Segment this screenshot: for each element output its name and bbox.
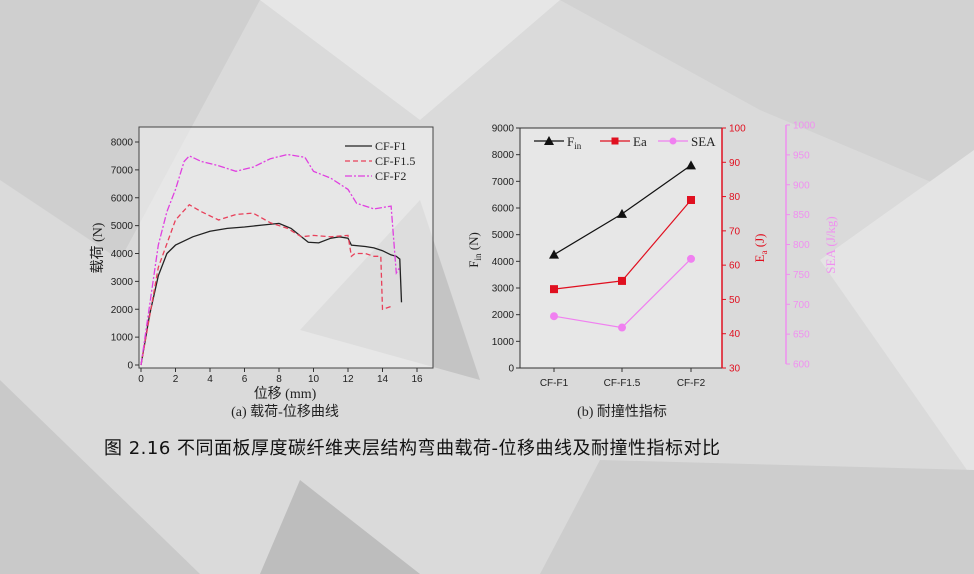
y-tick-label: 7000 (111, 165, 134, 176)
y-tick-label: 1000 (111, 333, 134, 344)
legend-label: Fin (567, 134, 582, 151)
series-line-cf-f2 (140, 153, 401, 366)
y-axis-label-fin: Fin (N) (466, 232, 483, 268)
legend-marker (544, 136, 554, 145)
legend-label: Ea (633, 134, 647, 149)
data-point-ea (618, 276, 626, 285)
y-tick-label: 850 (793, 210, 810, 221)
figure-caption: 图 2.16 不同面板厚度碳纤维夹层结构弯曲载荷-位移曲线及耐撞性指标对比 (104, 438, 721, 459)
y-tick-label: 4000 (111, 249, 134, 260)
x-tick-label: 6 (242, 374, 248, 385)
legend-marker (669, 137, 677, 145)
y-tick-label: 3000 (111, 277, 134, 288)
y-tick-label: 70 (729, 226, 741, 237)
y-tick-label: 1000 (492, 337, 515, 348)
axis-label-main: F (466, 261, 481, 268)
y-tick-label: 9000 (492, 124, 515, 135)
y-tick-label: 30 (729, 364, 741, 375)
x-tick-label: CF-F1.5 (604, 378, 641, 389)
legend-label-main: F (567, 134, 574, 149)
y-tick-label: 7000 (492, 177, 515, 188)
data-point-ea (687, 196, 695, 204)
y-axis-label: 载荷 (N) (90, 222, 106, 273)
series-line-cf-f1 (140, 222, 403, 366)
x-tick-label: 2 (173, 374, 179, 385)
axis-label-main: E (752, 254, 767, 262)
y-tick-label: 100 (729, 124, 746, 135)
axis-label-sub: a (759, 251, 769, 255)
y-axis-label-ea: Ea (J) (752, 234, 769, 263)
crashworthiness-chart: CF-F1 CF-F1.5 CF-F2 0 1000 2000 3000 4000 5000 60… (466, 121, 838, 421)
y-tick-label: 5000 (111, 221, 134, 232)
subtitle: (b) 耐撞性指标 (577, 404, 667, 420)
axis-label-sub: in (473, 253, 483, 261)
series-line-cf-f1.5 (140, 203, 392, 366)
y-tick-label: 700 (793, 300, 810, 311)
x-tick-label: 14 (377, 374, 389, 385)
y-tick-label: 40 (729, 329, 741, 340)
data-point-fin (617, 208, 627, 218)
data-point-sea (618, 323, 626, 332)
x-tick-label: 8 (276, 374, 282, 385)
x-tick-label: CF-F1 (540, 378, 569, 389)
data-point-ea (550, 285, 558, 294)
x-axis-label: 位移 (mm) (254, 386, 317, 402)
y-tick-label: 0 (508, 364, 514, 375)
y-axis-label-sea: SEA (J/kg) (823, 216, 838, 273)
y-tick-label: 1000 (793, 121, 816, 132)
data-point-fin (686, 160, 696, 170)
y-tick-label: 50 (729, 295, 741, 306)
y-tick-label: 750 (793, 270, 810, 281)
y-tick-label: 950 (793, 150, 810, 161)
x-tick-label: 4 (207, 374, 213, 385)
load-displacement-chart: 0 2 4 6 8 10 12 14 16 0 1000 2000 3000 4000 5000 6000 70… (90, 126, 434, 420)
legend-label: SEA (691, 134, 716, 149)
legend-label: CF-F2 (375, 169, 406, 183)
y-tick-label: 90 (729, 158, 741, 169)
subtitle: (a) 载荷-位移曲线 (231, 404, 339, 420)
y-tick-label: 8000 (492, 150, 515, 161)
axis-label-unit: (N) (466, 232, 481, 253)
legend-label: CF-F1 (375, 139, 406, 153)
y-tick-label: 8000 (111, 138, 134, 149)
y-tick-label: 6000 (492, 204, 515, 215)
data-point-sea (550, 312, 558, 321)
y-tick-label: 5000 (492, 230, 515, 241)
legend-label-sub: in (574, 141, 582, 151)
legend-label: CF-F1.5 (375, 154, 415, 168)
axis-label-unit: (J) (752, 234, 767, 251)
y-tick-label: 60 (729, 261, 741, 272)
x-tick-label: 16 (411, 374, 423, 385)
x-tick-label: CF-F2 (677, 378, 706, 389)
y-tick-label: 3000 (492, 284, 515, 295)
y-tick-label: 4000 (492, 257, 515, 268)
y-tick-label: 650 (793, 330, 810, 341)
x-tick-label: 0 (138, 374, 144, 385)
y-tick-label: 0 (127, 361, 133, 372)
y-tick-label: 6000 (111, 193, 134, 204)
y-tick-label: 600 (793, 360, 810, 371)
y-tick-label: 900 (793, 180, 810, 191)
x-tick-label: 10 (308, 374, 320, 385)
y-tick-label: 2000 (111, 305, 134, 316)
x-tick-label: 12 (342, 374, 354, 385)
data-point-fin (549, 249, 559, 259)
y-tick-label: 2000 (492, 310, 515, 321)
data-point-sea (687, 254, 695, 263)
y-tick-label: 800 (793, 240, 810, 251)
y-tick-label: 80 (729, 192, 741, 203)
legend-marker (611, 137, 619, 145)
plot-frame (138, 126, 434, 369)
